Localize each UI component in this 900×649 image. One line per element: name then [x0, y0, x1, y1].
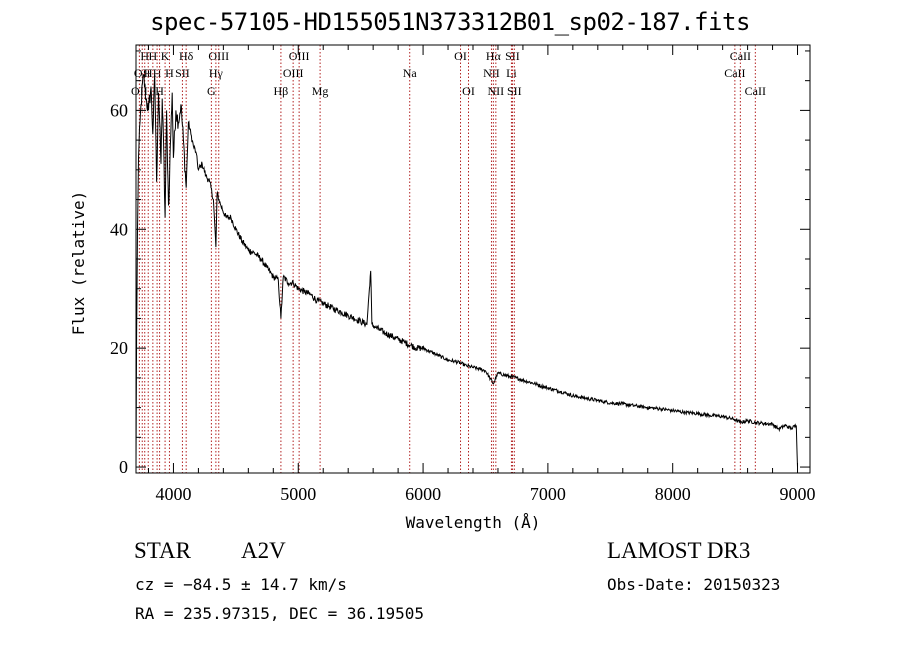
- spectral-line-label: CaII: [745, 84, 766, 98]
- spectral-line-label: Hδ: [179, 49, 194, 63]
- spectral-line-label: OII: [131, 84, 148, 98]
- spectral-line-label: Mg: [312, 84, 329, 98]
- x-tick-label: 7000: [530, 484, 566, 504]
- spectral-line-label: Hγ: [209, 66, 224, 80]
- spectral-line-label: CaII: [730, 49, 751, 63]
- spectral-line-label: Hα: [486, 49, 502, 63]
- y-tick-label: 40: [110, 219, 128, 239]
- x-axis-label: Wavelength (Å): [406, 513, 541, 532]
- spectral-line-label: H: [140, 49, 149, 63]
- x-tick-label: 8000: [655, 484, 691, 504]
- chart-title: spec-57105-HD155051N373312B01_sp02-187.f…: [150, 8, 750, 36]
- spectral-line-label: Na: [403, 66, 418, 80]
- spectral-class: A2V: [241, 538, 286, 563]
- spectral-line-label: H: [153, 66, 162, 80]
- spectral-line-label: SII: [507, 84, 522, 98]
- spectral-line-label: NII: [483, 66, 500, 80]
- axes-layer: 4000 5000 6000 7000 8000 9000 0 20 40 60: [110, 44, 816, 504]
- spectral-line-label: G: [207, 84, 216, 98]
- y-tick-label: 20: [110, 338, 128, 358]
- spectral-line-label: CaII: [724, 66, 745, 80]
- spectrum-series-line: [135, 74, 798, 468]
- x-tick-label: 9000: [780, 484, 816, 504]
- redshift-cz: cz = −84.5 ± 14.7 km/s: [135, 575, 347, 594]
- plot-frame: [135, 44, 811, 474]
- spectral-line-label: H: [155, 84, 164, 98]
- spectral-line-label: OI: [462, 84, 475, 98]
- spectral-line-label: K: [161, 49, 170, 63]
- x-tick-label: 5000: [280, 484, 316, 504]
- spectral-line-label: OIII: [289, 49, 310, 63]
- spectral-line-label: Li: [506, 66, 517, 80]
- object-type: STAR: [134, 538, 191, 563]
- spectral-line-label: OIII: [283, 66, 304, 80]
- spectral-line-label: OIII: [208, 49, 229, 63]
- spectral-line-label: SII: [175, 66, 190, 80]
- survey-name: LAMOST DR3: [607, 538, 751, 563]
- spectral-line-label: OII: [134, 66, 151, 80]
- spectral-line-label: H: [149, 49, 158, 63]
- x-tick-label: 6000: [405, 484, 441, 504]
- spectral-line-label: NII: [488, 84, 505, 98]
- observation-date: Obs-Date: 20150323: [607, 575, 781, 594]
- x-tick-label: 4000: [155, 484, 191, 504]
- spectral-line-label: OI: [454, 49, 467, 63]
- y-axis-label: Flux (relative): [69, 191, 88, 336]
- spectral-line-label: H: [165, 66, 174, 80]
- y-tick-label: 60: [110, 100, 128, 120]
- spectral-line-label: SII: [505, 49, 520, 63]
- spectral-line-label: Hβ: [274, 84, 289, 98]
- ra-dec-coordinates: RA = 235.97315, DEC = 36.19505: [135, 604, 424, 623]
- y-tick-label: 0: [119, 457, 128, 477]
- spectral-line-label: H: [144, 66, 153, 80]
